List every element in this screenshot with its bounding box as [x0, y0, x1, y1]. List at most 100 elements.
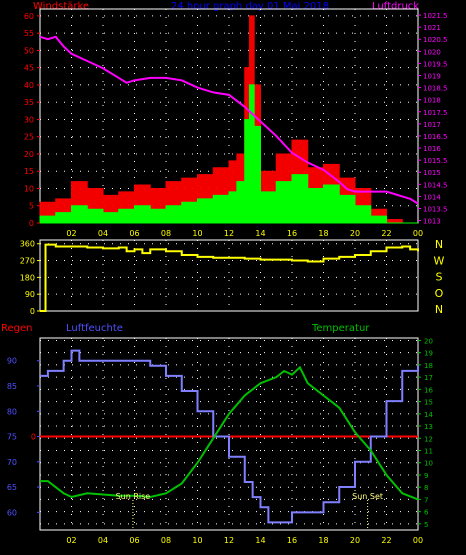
pressure-ytick-label-6: 1016 — [423, 145, 441, 153]
pressure-ytick-label-8: 1017 — [423, 121, 441, 129]
title-luftdruck: Luftdruck — [372, 1, 420, 12]
wind-ytick-label-3: 15 — [24, 167, 34, 176]
pressure-ytick-label-9: 1017.5 — [423, 109, 448, 117]
pressure-ytick-label-13: 1019.5 — [423, 60, 448, 68]
sun-label-1: Sun Set — [352, 492, 383, 501]
wind-xtick-label-8: 18 — [318, 229, 328, 238]
direction-letter-0: N — [435, 238, 443, 251]
temp-ytick-label-4: 9 — [424, 472, 428, 480]
wind-xtick-label-9: 20 — [350, 229, 360, 238]
humidity-ytick-label-6: 90 — [7, 357, 17, 366]
humidity-xtick-label-9: 20 — [350, 536, 360, 545]
pressure-ytick-label-4: 1015 — [423, 169, 441, 177]
temp-ytick-label-1: 6 — [424, 509, 429, 517]
temp-ytick-label-6: 11 — [424, 448, 433, 456]
wind-xtick-label-11: 00 — [413, 229, 423, 238]
wind-xtick-label-0: 02 — [66, 229, 76, 238]
wind-mean-area — [39, 84, 418, 224]
wind-xtick-label-10: 22 — [381, 229, 391, 238]
temp-ytick-label-11: 16 — [424, 386, 433, 394]
direction-ytick-label-1: 90 — [25, 290, 35, 299]
direction-panel-frame — [39, 239, 419, 312]
wind-xtick-label-2: 06 — [129, 229, 139, 238]
temp-ytick-label-9: 14 — [424, 411, 433, 419]
temp-ytick-label-10: 15 — [424, 399, 433, 407]
temp-ytick-label-5: 10 — [424, 460, 433, 468]
humidity-xtick-label-3: 08 — [161, 536, 171, 545]
rain-title: Regen — [1, 323, 33, 334]
direction-ytick-label-0: 0 — [30, 307, 35, 316]
pressure-line — [39, 35, 419, 205]
direction-letter-3: O — [435, 287, 444, 300]
wind-ytick-label-5: 25 — [24, 133, 34, 142]
wind-xtick-label-5: 12 — [224, 229, 234, 238]
direction-ytick-label-4: 360 — [20, 240, 35, 249]
temp-ytick-label-2: 7 — [424, 496, 428, 504]
wind-xtick-label-7: 16 — [287, 229, 297, 238]
direction-letter-4: N — [435, 303, 443, 316]
direction-ytick-label-3: 270 — [20, 257, 35, 266]
pressure-ytick-label-16: 1021 — [423, 24, 441, 32]
pressure-ytick-label-1: 1013.5 — [423, 205, 448, 213]
humidity-xtick-label-1: 04 — [98, 536, 108, 545]
pressure-ytick-label-5: 1015.5 — [423, 157, 448, 165]
humidity-title: Luftfeuchte — [66, 323, 123, 334]
wind-gust-area — [39, 15, 418, 224]
pressure-ytick-label-11: 1018.5 — [423, 85, 448, 93]
humidity-xtick-label-6: 14 — [255, 536, 265, 545]
humidity-ytick-label-3: 75 — [7, 433, 17, 442]
wind-ytick-label-6: 30 — [24, 115, 34, 124]
pressure-ytick-label-12: 1019 — [423, 72, 441, 80]
humidity-xtick-label-11: 00 — [413, 536, 423, 545]
direction-line — [40, 243, 419, 312]
humidity-line — [40, 349, 419, 524]
humidity-xtick-label-7: 16 — [287, 536, 297, 545]
wind-xtick-label-3: 08 — [161, 229, 171, 238]
pressure-ytick-label-10: 1018 — [423, 97, 441, 105]
temp-ytick-label-13: 18 — [424, 362, 433, 370]
pressure-ytick-label-17: 1021.5 — [423, 12, 448, 20]
humidity-ytick-label-0: 60 — [7, 508, 17, 517]
humidity-ytick-label-5: 85 — [7, 382, 17, 391]
humidity-xtick-label-2: 06 — [129, 536, 139, 545]
wind-ytick-label-4: 20 — [24, 150, 34, 159]
wind-ytick-label-0: 0 — [29, 219, 34, 228]
temp-ytick-label-12: 17 — [424, 374, 433, 382]
wind-ytick-label-11: 55 — [24, 29, 34, 38]
temp-ytick-label-14: 19 — [424, 350, 433, 358]
wind-xtick-label-4: 10 — [192, 229, 202, 238]
temp-ytick-label-8: 13 — [424, 423, 433, 431]
sun-label-0: Sun Rise — [116, 492, 151, 501]
temp-ytick-label-15: 20 — [424, 337, 433, 345]
pressure-ytick-label-0: 1013 — [423, 218, 441, 226]
wind-ytick-label-12: 60 — [24, 12, 34, 21]
humidity-xtick-label-4: 10 — [192, 536, 202, 545]
temperature-line — [40, 365, 419, 501]
temperature-title: Temperatur — [311, 323, 370, 334]
wind-ytick-label-8: 40 — [24, 81, 34, 90]
humidity-xtick-label-10: 22 — [381, 536, 391, 545]
humidity-xtick-label-0: 02 — [66, 536, 76, 545]
rain-value-label: 0 — [31, 433, 36, 442]
pressure-ytick-label-3: 1014.5 — [423, 181, 448, 189]
humidity-ytick-label-4: 80 — [7, 407, 17, 416]
title-date: 24 hour graph day 01 Mai 2018 — [171, 1, 330, 12]
wind-ytick-label-7: 35 — [24, 98, 34, 107]
direction-letter-2: S — [436, 271, 443, 284]
pressure-ytick-label-15: 1020.5 — [423, 36, 448, 44]
direction-ytick-label-2: 180 — [20, 273, 35, 282]
wind-xtick-label-1: 04 — [98, 229, 108, 238]
pressure-ytick-label-2: 1014 — [423, 193, 441, 201]
wind-ytick-label-1: 5 — [29, 202, 34, 211]
wind-ytick-label-10: 50 — [24, 46, 34, 55]
pressure-ytick-label-14: 1020 — [423, 48, 441, 56]
pressure-ytick-label-7: 1016.5 — [423, 133, 448, 141]
temp-ytick-label-0: 5 — [424, 521, 428, 529]
temp-ytick-label-7: 12 — [424, 435, 433, 443]
direction-letter-1: W — [434, 254, 445, 267]
humidity-ytick-label-1: 65 — [7, 483, 17, 492]
wind-ytick-label-2: 10 — [24, 184, 34, 193]
wind-xtick-label-6: 14 — [255, 229, 265, 238]
